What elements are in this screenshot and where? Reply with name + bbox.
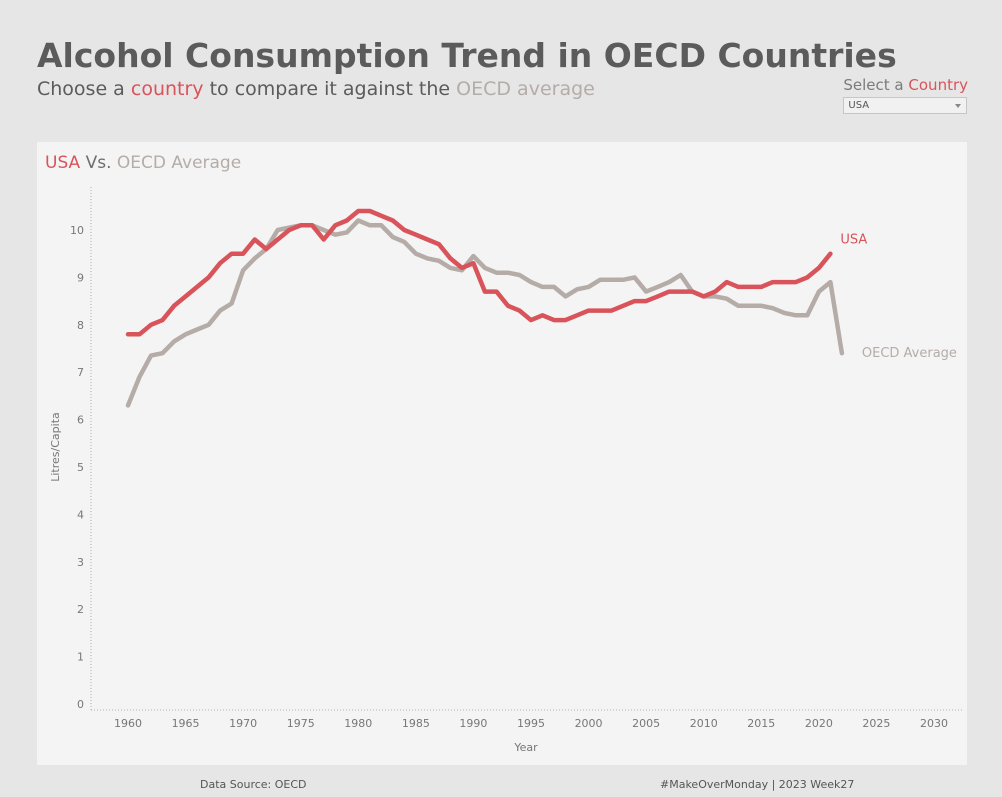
country-selector: Select a Country USA: [843, 76, 968, 114]
usa-series-line: [125, 208, 833, 337]
selector-label-pre: Select a: [843, 76, 909, 94]
country-dropdown[interactable]: USA: [843, 97, 968, 114]
x-tick-label: 1980: [344, 717, 372, 730]
x-tick-label: 2020: [805, 717, 833, 730]
subtitle-pre: Choose a: [37, 78, 131, 100]
x-tick-label: 2015: [747, 717, 775, 730]
x-tick-label: 2030: [920, 717, 948, 730]
oecd-series-label: OECD Average: [862, 346, 957, 361]
chevron-down-icon[interactable]: [955, 104, 962, 108]
subtitle-mid: to compare it against the: [203, 78, 457, 100]
x-tick-label: 1995: [517, 717, 545, 730]
y-axis-label: Litres/Capita: [49, 412, 62, 482]
y-tick-label: 0: [77, 698, 84, 711]
x-tick-label: 2000: [575, 717, 603, 730]
y-tick-label: 7: [77, 366, 84, 379]
subtitle-oecd: OECD average: [456, 78, 595, 100]
y-tick-label: 5: [77, 461, 84, 474]
x-tick-label: 2025: [862, 717, 890, 730]
country-selector-label: Select a Country: [843, 76, 968, 94]
chart-title: USA Vs. OECD Average: [45, 153, 241, 173]
x-tick-label: 1965: [172, 717, 200, 730]
x-tick-label: 1970: [229, 717, 257, 730]
chart-title-vs: Vs.: [80, 153, 117, 173]
country-dropdown-value: USA: [848, 100, 870, 111]
usa-series-label: USA: [840, 233, 867, 248]
y-tick-label: 1: [77, 651, 84, 664]
footer-hashtag: #MakeOverMonday | 2023 Week27: [660, 778, 855, 791]
chart-title-country: USA: [45, 153, 81, 173]
subtitle-country: country: [130, 78, 204, 100]
selector-label-country: Country: [908, 76, 968, 94]
y-tick-label: 10: [70, 224, 84, 237]
y-tick-label: 6: [77, 414, 84, 427]
data-source: Data Source: OECD: [200, 778, 307, 791]
x-axis-label: Year: [513, 741, 538, 754]
y-tick-label: 9: [77, 271, 84, 284]
x-tick-label: 2010: [690, 717, 718, 730]
oecd-series-line: [125, 218, 845, 408]
x-tick-label: 1990: [459, 717, 487, 730]
y-tick-label: 8: [77, 319, 84, 332]
y-tick-label: 3: [77, 556, 84, 569]
chart-title-avg: OECD Average: [116, 153, 242, 173]
line-chart: 0 1 2 3 4 5 6 7 8 9 10 1960 1965 1970 1975 1980 1985 1990…: [49, 187, 963, 754]
chart-panel: USA Vs. OECD Average 0 1 2 3 4 5 6 7 8 9 10 1960 196…: [37, 142, 967, 765]
dashboard-title: Alcohol Consumption Trend in OECD Countr…: [37, 36, 897, 75]
x-tick-label: 1960: [114, 717, 142, 730]
x-tick-label: 2005: [632, 717, 660, 730]
x-tick-label: 1985: [402, 717, 430, 730]
y-tick-label: 4: [77, 508, 84, 521]
x-tick-label: 1975: [287, 717, 315, 730]
dashboard-subtitle: Choose a country to compare it against t…: [37, 78, 595, 100]
y-tick-label: 2: [77, 603, 84, 616]
